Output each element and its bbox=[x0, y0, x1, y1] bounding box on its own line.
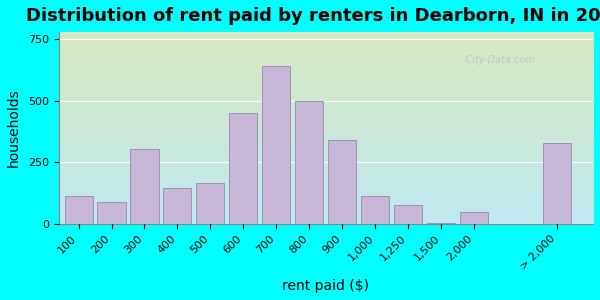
Title: Distribution of rent paid by renters in Dearborn, IN in 2021: Distribution of rent paid by renters in … bbox=[26, 7, 600, 25]
Y-axis label: households: households bbox=[7, 88, 21, 167]
Bar bbox=[361, 196, 389, 224]
Bar bbox=[97, 202, 125, 224]
Bar bbox=[262, 67, 290, 224]
Bar bbox=[130, 149, 158, 224]
Bar bbox=[328, 140, 356, 224]
Bar bbox=[460, 212, 488, 224]
Bar bbox=[427, 223, 455, 224]
Bar bbox=[65, 196, 92, 224]
Bar bbox=[543, 143, 571, 224]
Bar bbox=[295, 101, 323, 224]
Bar bbox=[394, 206, 422, 224]
X-axis label: rent paid ($): rent paid ($) bbox=[283, 279, 370, 293]
Bar bbox=[163, 188, 191, 224]
Bar bbox=[196, 183, 224, 224]
Text: City-Data.com: City-Data.com bbox=[460, 55, 535, 65]
Bar bbox=[229, 113, 257, 224]
